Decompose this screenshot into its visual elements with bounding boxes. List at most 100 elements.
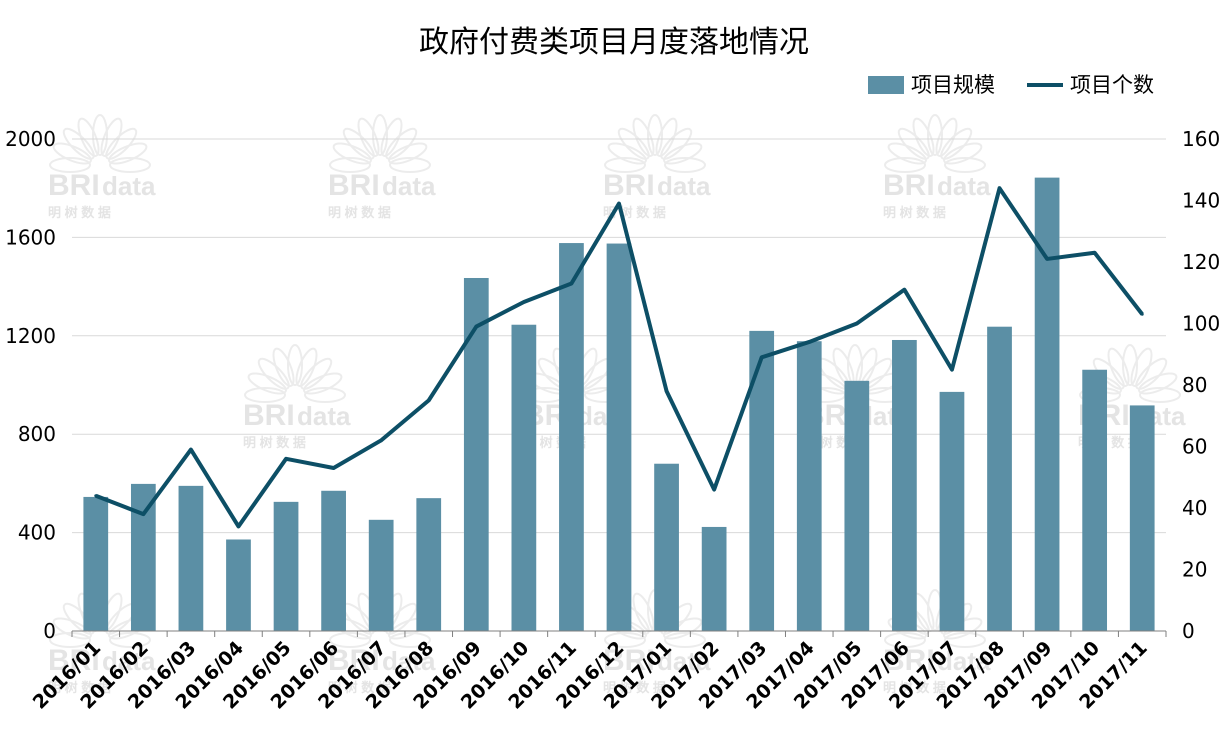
bar — [416, 498, 442, 631]
right-tick-label: 40 — [1182, 496, 1207, 520]
bar-series — [83, 177, 1155, 632]
bar — [463, 277, 489, 631]
right-tick-label: 20 — [1182, 558, 1207, 582]
svg-text:BRI: BRI — [48, 169, 100, 202]
svg-text:明 树 数 据: 明 树 数 据 — [603, 680, 666, 695]
bar — [130, 483, 156, 631]
bar — [1129, 405, 1155, 631]
svg-text:BRI: BRI — [603, 169, 655, 202]
legend-bar-label: 项目规模 — [911, 73, 995, 97]
bar — [368, 519, 394, 631]
svg-text:明 树 数 据: 明 树 数 据 — [243, 435, 306, 450]
legend-line-label: 项目个数 — [1070, 73, 1154, 97]
svg-text:data: data — [382, 171, 436, 201]
line-point — [427, 398, 431, 402]
svg-text:明 树 数 据: 明 树 数 据 — [883, 205, 946, 220]
svg-text:明 树 数 据: 明 树 数 据 — [48, 205, 111, 220]
svg-text:BRI: BRI — [48, 644, 100, 677]
bar — [1082, 369, 1108, 631]
line-point — [94, 494, 98, 498]
line-point — [902, 288, 906, 292]
bar — [606, 243, 632, 632]
bar — [559, 243, 584, 632]
bar — [701, 526, 727, 631]
axes — [71, 630, 1167, 637]
line-point — [665, 389, 669, 393]
svg-text:data: data — [102, 171, 156, 201]
svg-text:data: data — [297, 401, 351, 431]
chart-title: 政府付费类项目月度落地情况 — [419, 25, 809, 60]
bar — [1034, 177, 1060, 631]
bar — [511, 324, 537, 631]
line-point — [1045, 257, 1049, 261]
line-point — [1140, 312, 1144, 316]
left-tick-label: 0 — [43, 619, 56, 643]
bar — [844, 380, 870, 631]
svg-text:BRI: BRI — [883, 169, 935, 202]
svg-text:data: data — [937, 171, 991, 201]
right-tick-label: 0 — [1182, 619, 1195, 643]
bar — [939, 391, 965, 631]
line-point — [617, 202, 621, 206]
line-point — [379, 438, 383, 442]
line-point — [950, 368, 954, 372]
left-tick-label: 2000 — [5, 127, 56, 151]
svg-text:data: data — [937, 646, 991, 676]
left-tick-label: 1600 — [5, 225, 56, 249]
line-point — [332, 466, 336, 470]
right-tick-label: 60 — [1182, 435, 1207, 459]
line-point — [284, 457, 288, 461]
left-tick-label: 1200 — [5, 324, 56, 348]
svg-text:BRI: BRI — [883, 644, 935, 677]
line-point — [474, 325, 478, 329]
svg-text:明 树 数 据: 明 树 数 据 — [328, 680, 391, 695]
bar — [987, 326, 1012, 631]
line-point — [760, 355, 764, 359]
bar — [83, 496, 109, 631]
right-tick-label: 80 — [1182, 373, 1207, 397]
line-series — [94, 186, 1144, 529]
left-axis-ticks: 0 400 800 1200 1600 2000 — [5, 127, 56, 643]
legend-bar-swatch — [868, 76, 904, 94]
bar — [226, 539, 251, 631]
svg-text:明 树 数 据: 明 树 数 据 — [883, 680, 946, 695]
line-point — [189, 448, 193, 452]
svg-text:明 树 数 据: 明 树 数 据 — [328, 205, 391, 220]
line-point — [236, 524, 240, 528]
svg-text:data: data — [657, 646, 711, 676]
right-tick-label: 160 — [1182, 127, 1220, 151]
bar — [654, 463, 679, 631]
line-point — [712, 488, 716, 492]
svg-text:data: data — [102, 646, 156, 676]
svg-text:明 树 数 据: 明 树 数 据 — [48, 680, 111, 695]
bar — [892, 339, 917, 631]
bar — [321, 490, 346, 631]
right-tick-label: 140 — [1182, 189, 1220, 213]
line-point — [141, 512, 145, 516]
bar — [273, 501, 299, 631]
x-axis-ticks: 2016/012016/022016/032016/042016/052016/… — [29, 637, 1152, 714]
legend: 项目规模 项目个数 — [868, 73, 1154, 97]
svg-text:BRI: BRI — [603, 644, 655, 677]
right-axis-ticks: 0 20 40 60 80 100 120 140 160 — [1182, 127, 1220, 643]
left-tick-label: 400 — [18, 521, 56, 545]
line-point — [998, 186, 1002, 190]
svg-text:BRI: BRI — [328, 644, 380, 677]
svg-text:BRI: BRI — [243, 399, 295, 432]
bar — [178, 485, 204, 631]
line-point — [855, 322, 859, 325]
right-tick-label: 120 — [1182, 250, 1220, 274]
svg-text:data: data — [382, 646, 436, 676]
line-point — [807, 340, 811, 344]
left-tick-label: 800 — [18, 422, 56, 446]
svg-text:BRI: BRI — [328, 169, 380, 202]
line-point — [569, 282, 573, 286]
